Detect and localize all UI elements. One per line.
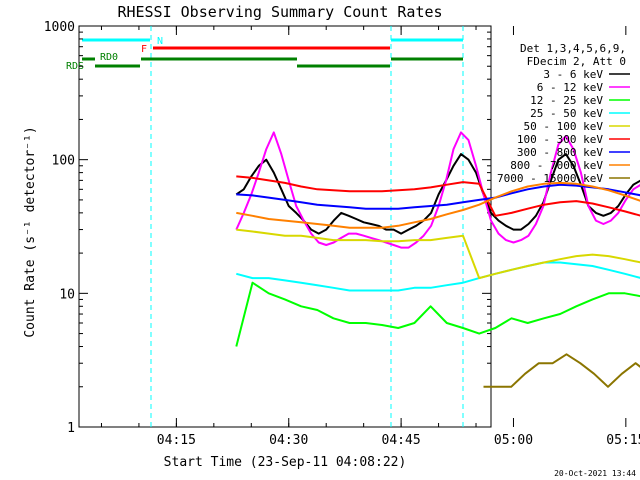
legend-label: 50 - 100 keV — [524, 120, 604, 133]
series-line-100-300kev — [236, 175, 640, 217]
chart-title: RHESSI Observing Summary Count Rates — [117, 3, 442, 21]
night-flag-label: N — [157, 36, 163, 47]
legend-label: 6 - 12 keV — [537, 81, 604, 94]
y-axis-label: Count Rate (s⁻¹ detector⁻¹) — [23, 126, 38, 337]
series-line-300-800kev — [236, 183, 640, 210]
x-axis-label: Start Time (23-Sep-11 04:08:22) — [164, 455, 407, 470]
series-line-12-25kev — [235, 281, 640, 347]
rd0-flag-label: RD0 — [100, 52, 118, 63]
flare-flag-label: F — [141, 44, 147, 55]
plot-frame — [78, 25, 492, 428]
series-line-50-100kev — [236, 228, 640, 280]
series-line-7000-15000kev — [483, 353, 640, 388]
series-line-800-7000kev — [236, 181, 640, 229]
legend-header-line2: FDecim 2, Att 0 — [527, 55, 626, 68]
axes: 04:1504:3004:4505:0005:1505:3005:4511010… — [44, 20, 640, 448]
series-line-3-6kev — [235, 153, 640, 235]
legend-label: 12 - 25 keV — [530, 94, 603, 107]
series-layer — [235, 131, 640, 388]
legend: Det 1,3,4,5,6,9, FDecim 2, Att 0 3 - 6 k… — [497, 42, 630, 185]
legend-label: 100 - 300 keV — [517, 133, 603, 146]
status-flags: N F RD0 RDS — [66, 36, 463, 72]
x-tick-label: 05:00 — [494, 433, 533, 448]
series-line-6-12kev — [235, 131, 640, 249]
y-tick-label: 1 — [67, 421, 75, 436]
legend-label: 300 - 800 keV — [517, 146, 603, 159]
legend-header-line1: Det 1,3,4,5,6,9, — [520, 42, 626, 55]
legend-label: 7000 - 15000 keV — [497, 172, 603, 185]
y-tick-label: 100 — [52, 154, 75, 169]
x-tick-label: 04:45 — [382, 433, 421, 448]
legend-label: 3 - 6 keV — [543, 68, 603, 81]
legend-label: 800 - 7000 keV — [510, 159, 603, 172]
legend-label: 25 - 50 keV — [530, 107, 603, 120]
date-stamp: 20-Oct-2021 13:44 — [554, 469, 636, 478]
y-tick-label: 10 — [59, 287, 75, 302]
y-tick-label: 1000 — [44, 20, 75, 35]
x-tick-label: 05:15 — [606, 433, 640, 448]
x-tick-label: 04:15 — [157, 433, 196, 448]
x-tick-label: 04:30 — [269, 433, 308, 448]
rds-flag-label: RDS — [66, 61, 84, 72]
